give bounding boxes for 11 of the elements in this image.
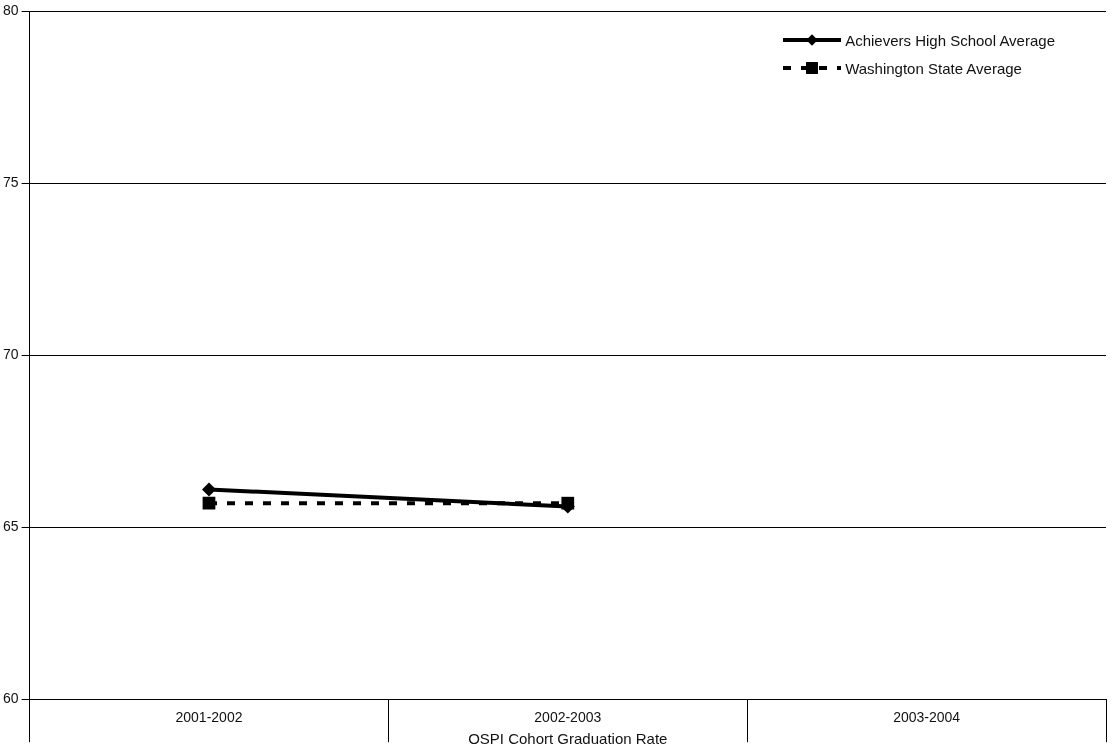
y-tick-label: 80 <box>2 2 19 19</box>
y-tick-label: 60 <box>2 690 19 707</box>
y-tick-label: 70 <box>2 346 19 363</box>
legend-label: Achievers High School Average <box>845 31 1055 49</box>
x-tick-label: 2002-2003 <box>534 709 602 726</box>
x-tick-label: 2003-2004 <box>893 709 961 726</box>
y-tick-label: 75 <box>2 174 19 191</box>
x-tick-label: 2001-2002 <box>175 709 243 726</box>
x-axis-title: OSPI Cohort Graduation Rate <box>468 730 668 748</box>
y-tick-label: 65 <box>2 518 19 535</box>
legend-label: Washington State Average <box>845 59 1022 77</box>
